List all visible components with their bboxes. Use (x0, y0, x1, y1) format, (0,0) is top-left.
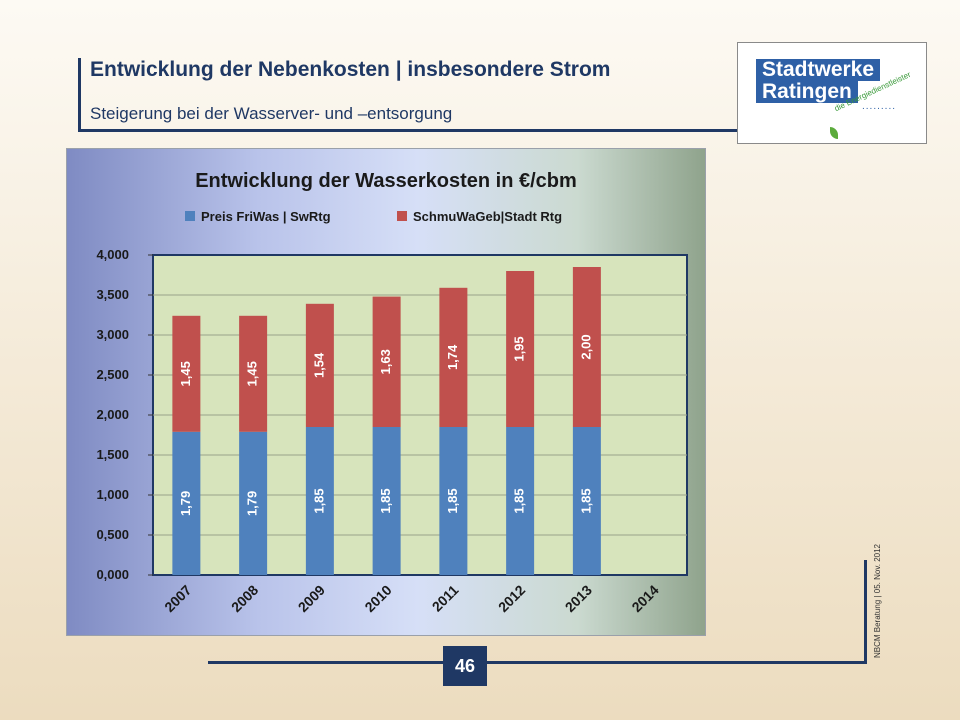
x-tick-label: 2014 (628, 582, 661, 615)
bar-segment (506, 427, 535, 575)
title-underline (78, 129, 738, 132)
bar-segment (172, 315, 201, 432)
stadtwerke-logo: Stadtwerke Ratingen ......... die Energi… (737, 42, 927, 144)
data-label: 2,00 (578, 334, 593, 359)
bar-segment (172, 431, 201, 575)
y-tick-label: 0,500 (96, 527, 129, 542)
data-label: 1,74 (445, 344, 460, 370)
bar-segment (572, 267, 601, 427)
data-label: 1,85 (445, 488, 460, 513)
x-tick-label: 2007 (161, 582, 194, 615)
data-label: 1,45 (245, 361, 260, 386)
chart-panel: Entwicklung der Wasserkosten in €/cbm Pre… (66, 148, 706, 636)
bar-segment (372, 427, 401, 575)
footer-vertical-line (864, 560, 867, 664)
y-tick-label: 2,000 (96, 407, 129, 422)
page-number: 46 (443, 646, 487, 686)
bar-segment (305, 303, 334, 427)
bar-segment (572, 427, 601, 575)
data-label: 1,54 (311, 352, 326, 378)
y-tick-label: 2,500 (96, 367, 129, 382)
data-label: 1,79 (178, 491, 193, 516)
y-tick-label: 3,500 (96, 287, 129, 302)
slide-subtitle: Steigerung bei der Wasserver- und –entso… (90, 104, 453, 123)
data-label: 1,95 (512, 336, 527, 361)
data-label: 1,85 (378, 488, 393, 513)
slide-title: Entwicklung der Nebenkosten | insbesonde… (90, 58, 611, 81)
footer-line (208, 661, 867, 664)
x-tick-label: 2012 (495, 582, 528, 615)
logo-line-1: Stadtwerke (756, 59, 881, 81)
bar-segment (439, 427, 468, 575)
bar-segment (439, 287, 468, 427)
bar-segment (239, 431, 268, 575)
bar-segment (239, 315, 268, 432)
logo-line-2: Ratingen (756, 81, 858, 103)
title-accent-bar (78, 58, 81, 130)
data-label: 1,85 (578, 488, 593, 513)
data-label: 1,63 (378, 349, 393, 374)
legend-label: SchmuWaGeb|Stadt Rtg (413, 209, 562, 224)
y-tick-label: 3,000 (96, 327, 129, 342)
y-tick-label: 1,000 (96, 487, 129, 502)
chart-title: Entwicklung der Wasserkosten in €/cbm (195, 170, 577, 192)
x-tick-label: 2011 (429, 582, 462, 615)
legend-swatch (397, 211, 407, 221)
data-label: 1,45 (178, 361, 193, 386)
data-label: 1,85 (311, 488, 326, 513)
x-tick-label: 2008 (228, 582, 261, 615)
x-tick-label: 2013 (562, 582, 595, 615)
chart-svg: Entwicklung der Wasserkosten in €/cbm Pre… (96, 170, 688, 615)
footer-note: NBCM Beratung | 05. Nov. 2012 (873, 544, 882, 658)
data-label: 1,79 (245, 491, 260, 516)
bar-segment (372, 296, 401, 427)
legend-label: Preis FriWas | SwRtg (201, 209, 331, 224)
bar-segment (305, 427, 334, 575)
bar-segment (506, 271, 535, 427)
y-tick-label: 4,000 (96, 247, 129, 262)
leaf-icon (830, 127, 838, 139)
x-tick-label: 2009 (295, 582, 328, 615)
y-tick-label: 0,000 (96, 567, 129, 582)
logo-dots: ......... (862, 101, 897, 112)
data-label: 1,85 (512, 488, 527, 513)
x-tick-label: 2010 (361, 582, 394, 615)
y-tick-label: 1,500 (96, 447, 129, 462)
legend-swatch (185, 211, 195, 221)
